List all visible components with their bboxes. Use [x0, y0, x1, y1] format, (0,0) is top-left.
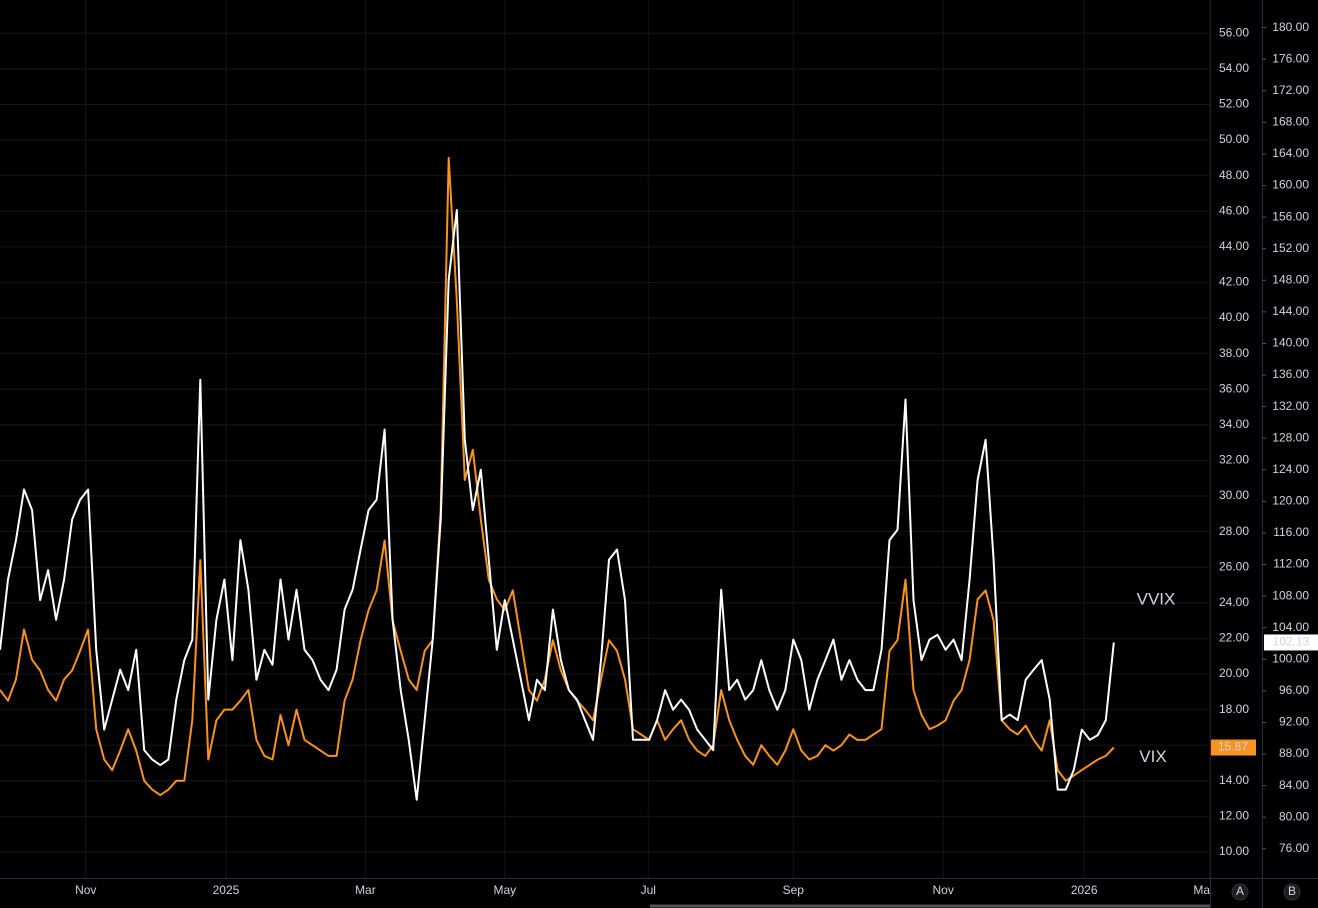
- y-tick-label: 48.00: [1219, 168, 1249, 182]
- last-value-box: [1211, 739, 1256, 756]
- axis-button: [1231, 883, 1249, 901]
- y-tick-label: 12.00: [1219, 809, 1249, 823]
- y2-tick-label: 124.00: [1272, 462, 1309, 476]
- y-tick-label: 54.00: [1219, 61, 1249, 75]
- y2-tick-label: 76.00: [1279, 841, 1309, 855]
- y2-tick-label: 100.00: [1272, 651, 1309, 665]
- y-tick-label: 10.00: [1219, 844, 1249, 858]
- y-tick-label: 50.00: [1219, 132, 1249, 146]
- y2-tick-label: 92.00: [1279, 715, 1309, 729]
- x-tick-label: Jul: [641, 883, 656, 897]
- y2-tick-label: 84.00: [1279, 778, 1309, 792]
- series-label: VIX: [1139, 747, 1166, 766]
- x-tick-label: Nov: [932, 883, 953, 897]
- y-tick-label: 38.00: [1219, 346, 1249, 360]
- y2-tick-label: 120.00: [1272, 494, 1309, 508]
- y2-tick-label: 152.00: [1272, 241, 1309, 255]
- y-tick-label: 42.00: [1219, 275, 1249, 289]
- y2-tick-label: 144.00: [1272, 304, 1309, 318]
- series-line: [0, 209, 1115, 801]
- y2-tick-label: 180.00: [1272, 20, 1309, 34]
- y2-tick-label: 104.00: [1272, 620, 1309, 634]
- y-tick-label: 40.00: [1219, 310, 1249, 324]
- y2-tick-label: 108.00: [1272, 588, 1309, 602]
- y2-tick-label: 156.00: [1272, 209, 1309, 223]
- y-tick-label: 44.00: [1219, 239, 1249, 253]
- y2-tick-label: 160.00: [1272, 178, 1309, 192]
- y2-tick-label: 148.00: [1272, 272, 1309, 286]
- x-tick-label: Nov: [75, 883, 96, 897]
- last-value-box: [1264, 634, 1318, 651]
- y-tick-label: 56.00: [1219, 25, 1249, 39]
- last-value-label: 102.13: [1273, 635, 1310, 649]
- x-tick-label: May: [493, 883, 516, 897]
- y2-tick-label: 128.00: [1272, 430, 1309, 444]
- axis-button-label: B: [1288, 884, 1296, 898]
- y-tick-label: 28.00: [1219, 524, 1249, 538]
- axis-button-label: A: [1236, 884, 1244, 898]
- y-tick-label: 20.00: [1219, 666, 1249, 680]
- y-tick-label: 30.00: [1219, 488, 1249, 502]
- x-tick-label: Ma: [1193, 883, 1210, 897]
- x-tick-label: Mar: [355, 883, 376, 897]
- series-line: [0, 156, 1115, 797]
- series-label: VVIX: [1137, 589, 1176, 608]
- y2-tick-label: 172.00: [1272, 83, 1309, 97]
- y2-tick-label: 168.00: [1272, 115, 1309, 129]
- y2-tick-label: 112.00: [1273, 557, 1309, 571]
- axis-button: [1283, 883, 1301, 901]
- y2-tick-label: 176.00: [1272, 51, 1309, 65]
- y-tick-label: 32.00: [1219, 453, 1249, 467]
- y2-tick-label: 88.00: [1279, 746, 1309, 760]
- y2-tick-label: 164.00: [1272, 146, 1309, 160]
- y2-tick-label: 140.00: [1272, 336, 1309, 350]
- y2-tick-label: 136.00: [1272, 367, 1309, 381]
- y-tick-label: 24.00: [1219, 595, 1249, 609]
- x-tick-label: 2026: [1071, 883, 1098, 897]
- y-tick-label: 18.00: [1219, 702, 1249, 716]
- y-tick-label: 36.00: [1219, 381, 1249, 395]
- last-value-label: 15.87: [1218, 740, 1248, 754]
- y-tick-label: 52.00: [1219, 97, 1249, 111]
- y2-tick-label: 96.00: [1279, 683, 1309, 697]
- y2-tick-label: 80.00: [1279, 809, 1309, 823]
- x-tick-label: Sep: [783, 883, 805, 897]
- x-tick-label: 2025: [213, 883, 240, 897]
- y2-tick-label: 132.00: [1272, 399, 1309, 413]
- y-tick-label: 26.00: [1219, 559, 1249, 573]
- y-tick-label: 46.00: [1219, 203, 1249, 217]
- y-tick-label: 22.00: [1219, 631, 1249, 645]
- y-tick-label: 34.00: [1219, 417, 1249, 431]
- y-tick-label: 14.00: [1219, 773, 1249, 787]
- y2-tick-label: 116.00: [1273, 525, 1309, 539]
